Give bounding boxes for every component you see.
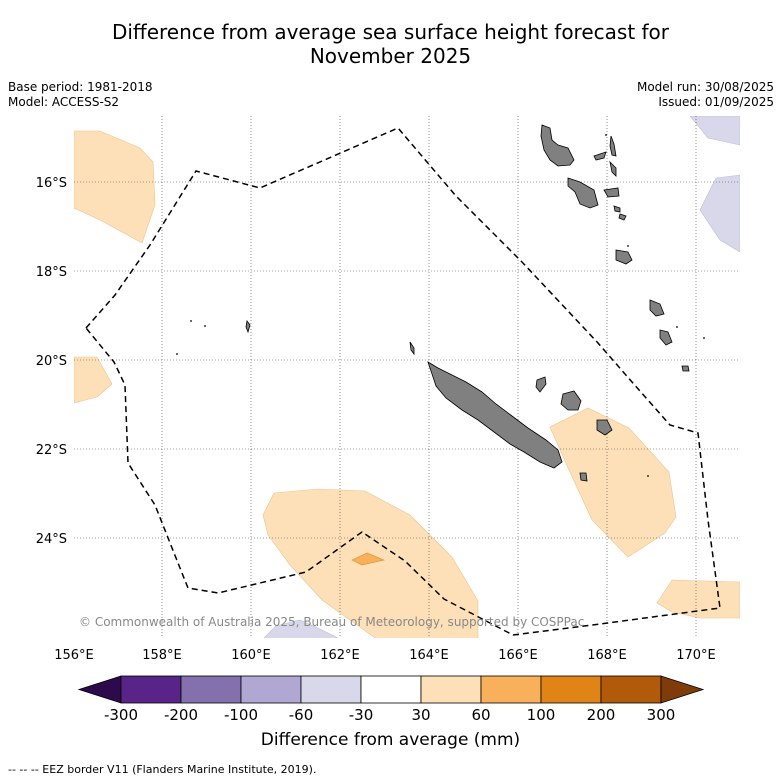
issued-date: Issued: 01/09/2025 [658,95,774,109]
belep-islands [409,341,415,356]
colorbar-tick-labels: -300 -200 -100 -60 -30 30 60 100 200 300 [104,706,675,724]
colorbar-tick-label: 300 [647,706,676,724]
colorbar-segment [180,675,242,704]
model-name: Model: ACCESS-S2 [8,95,120,109]
colorbar-tick-label: -60 [289,706,314,724]
longitude-labels: 156°E 158°E 160°E 162°E 164°E 166°E 168°… [54,648,716,663]
anomaly-moderate-region-south [351,552,385,566]
colorbar-extend-max [660,675,705,704]
mare-island [596,419,613,436]
ambrym-island [603,187,620,198]
anomaly-positive-region-se [656,579,740,619]
lon-label-168e: 168°E [587,648,627,663]
anomaly-negative-region-ne [689,116,740,146]
colorbar-segment [540,675,602,704]
pentecost-island [609,160,617,177]
isle-of-pines [579,472,588,482]
ouvea-island [535,376,547,393]
colorbar-segment [600,675,662,704]
lon-label-160e: 160°E [231,648,271,663]
efate-island [615,249,633,265]
lon-label-158e: 158°E [142,648,182,663]
lon-label-164e: 164°E [409,648,449,663]
anomaly-positive-region-south [262,488,479,638]
lat-label-18s: 18°S [36,265,67,280]
anomaly-negative-region-s [263,619,339,638]
gridlines [74,116,740,638]
chesterfield-island [245,320,251,334]
model-run: Model run: 30/08/2025 [636,80,774,94]
new-caledonia-main-island [427,361,563,469]
colorbar-segment [120,675,182,704]
land-masses [245,124,690,482]
colorbar [77,675,705,704]
colorbar-segment [420,675,482,704]
base-period: Base period: 1981-2018 [8,80,153,94]
title-line-2: November 2025 [309,44,472,68]
colorbar-tick-label: 30 [411,706,430,724]
colorbar-tick-label: -300 [104,706,138,724]
anomaly-positive-region-w [74,356,113,404]
colorbar-tick-label: 100 [527,706,556,724]
copyright-notice: © Commonwealth of Australia 2025, Bureau… [79,615,584,629]
colorbar-segment [300,675,362,704]
ambae-island [593,151,607,161]
espiritu-santo-island [540,124,575,167]
colorbar-tick-label: 200 [587,706,616,724]
lifou-island [560,390,582,411]
lon-label-166e: 166°E [498,648,538,663]
small-islets [176,134,705,477]
aneityum-island [681,365,690,372]
anomaly-positive-region-east [549,407,677,558]
anomaly-positive-region-nw [74,130,156,244]
title-line-1: Difference from average sea surface heig… [111,20,670,44]
metadata-right: Model run: 30/08/2025 Issued: 01/09/2025 [637,80,774,110]
colorbar-tick-label: 60 [471,706,490,724]
map-area: © Commonwealth of Australia 2025, Bureau… [74,116,740,638]
colorbar-segment [480,675,542,704]
colorbar-tick-label: -30 [349,706,374,724]
shepherd-islands [618,213,627,221]
lon-label-170e: 170°E [676,648,716,663]
anomaly-negative-region-e [699,174,740,253]
erromango-island [649,299,665,317]
latitude-labels: 16°S 18°S 20°S 22°S 24°S [36,176,67,547]
colorbar-extend-min [77,675,122,704]
chart-title: Difference from average sea surface heig… [0,20,781,68]
colorbar-segment [360,675,422,704]
lat-label-22s: 22°S [36,443,67,458]
maewo-island [609,135,617,157]
tanna-island [659,329,673,346]
lon-label-156e: 156°E [54,648,94,663]
colorbar-label: Difference from average (mm) [260,730,521,750]
eez-border [85,127,721,636]
lon-label-162e: 162°E [320,648,360,663]
colorbar-segment [240,675,302,704]
eez-footnote: -- -- -- EEZ border V11 (Flanders Marine… [8,763,317,776]
colorbar-tick-label: -200 [164,706,198,724]
epi-island [613,205,621,213]
lat-label-24s: 24°S [36,532,67,547]
malakula-island [567,177,599,209]
colorbar-tick-label: -100 [224,706,258,724]
metadata-left: Base period: 1981-2018 Model: ACCESS-S2 [8,80,153,110]
lat-label-16s: 16°S [36,176,67,191]
lat-label-20s: 20°S [36,354,67,369]
